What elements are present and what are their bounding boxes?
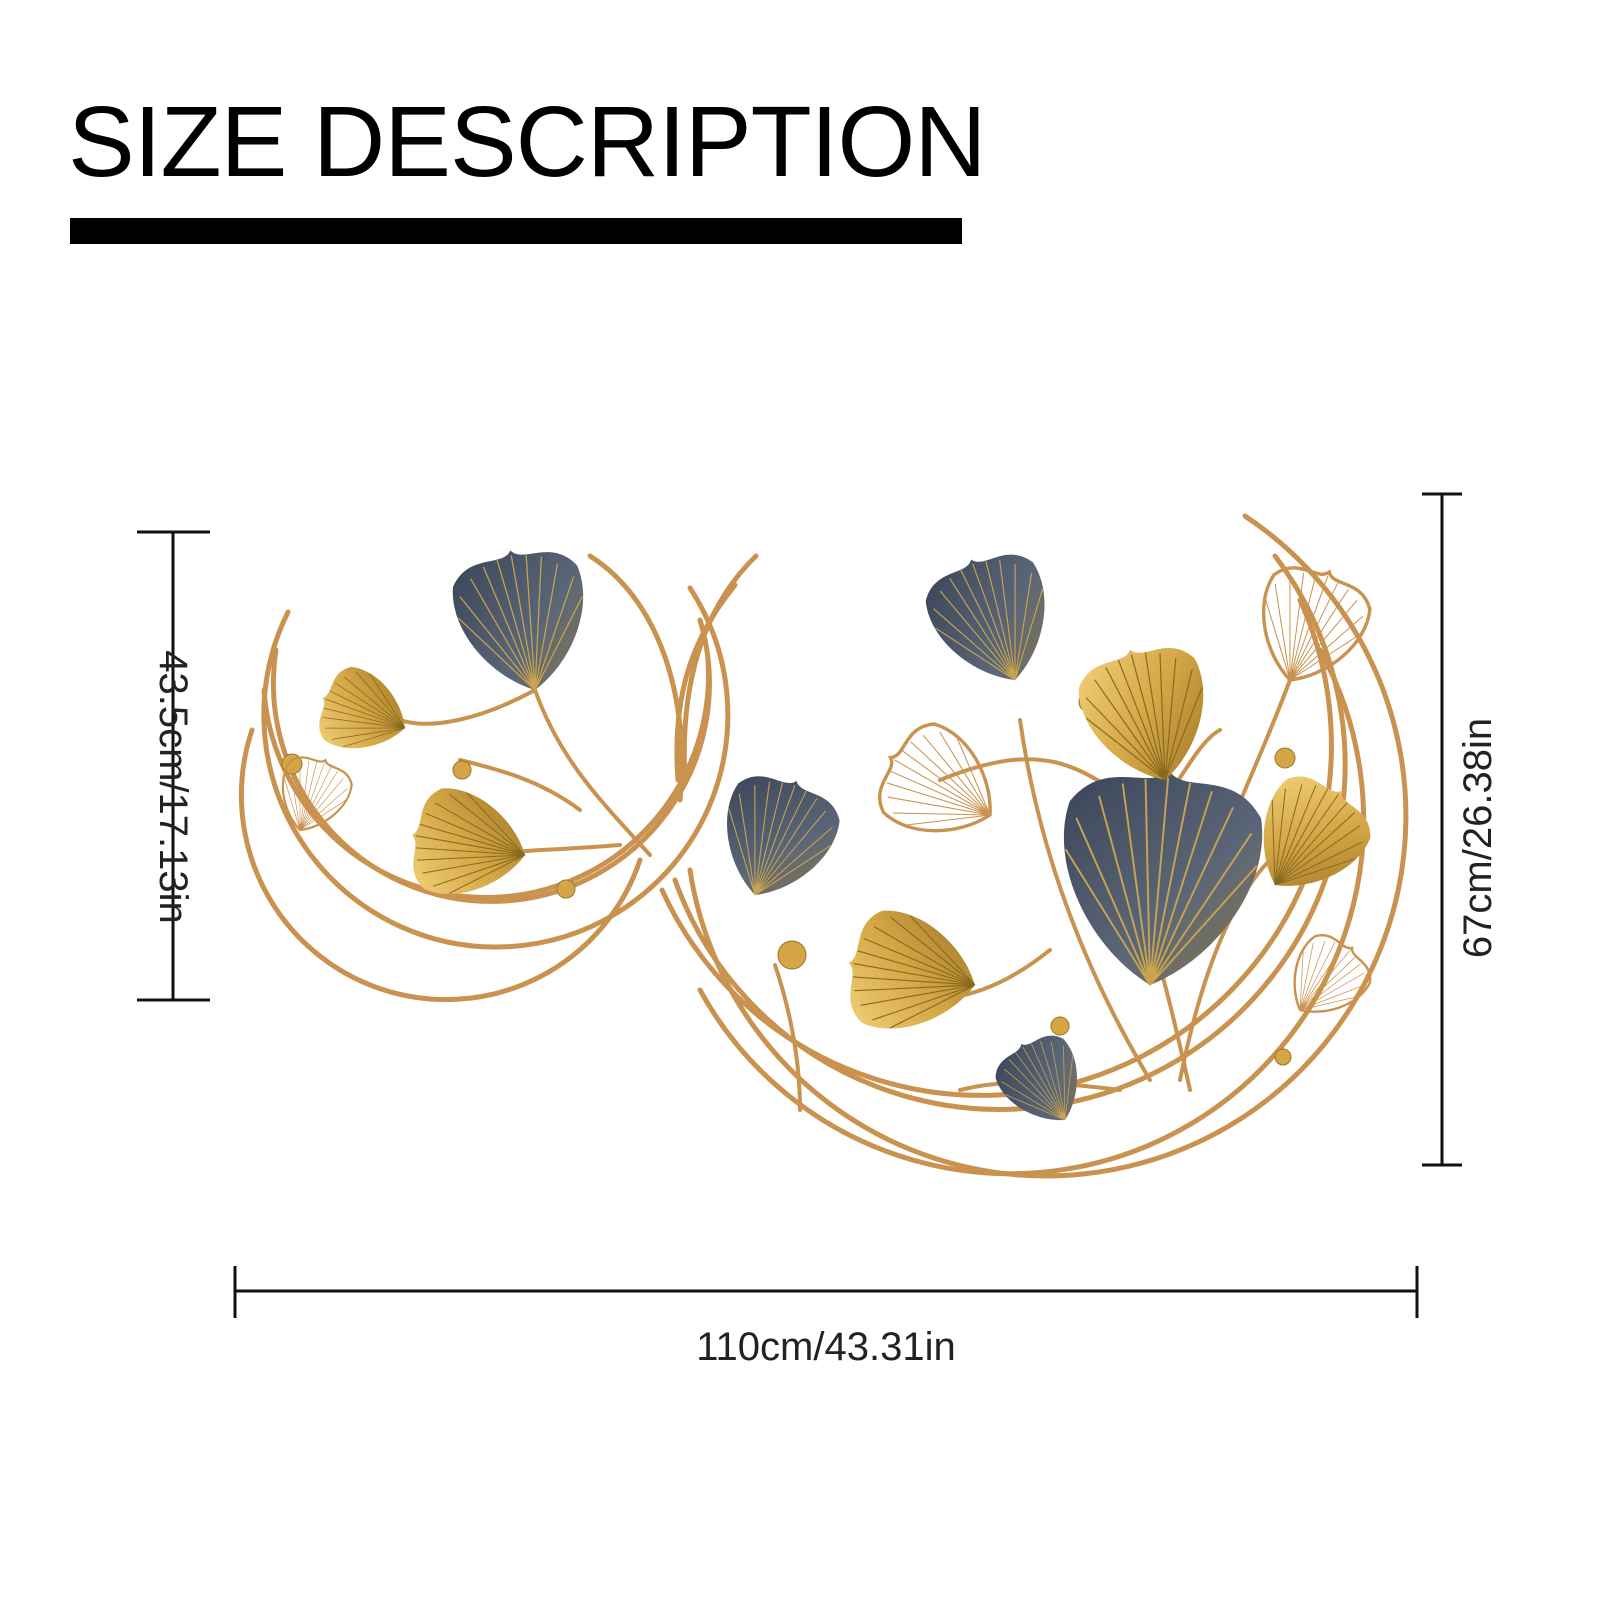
outline-leaf-2 xyxy=(862,710,1019,863)
slate-leaf-1 xyxy=(446,539,600,702)
slate-leaf-2 xyxy=(915,539,1071,701)
dimension-lines xyxy=(137,492,1462,1318)
right-height-label: 67cm/26.38in xyxy=(1456,717,1500,959)
left-height-label: 43.5cm/17.13in xyxy=(151,650,195,924)
width-label: 110cm/43.31in xyxy=(696,1325,956,1369)
page-title: SIZE DESCRIPTION xyxy=(68,86,986,198)
title-underline xyxy=(70,218,962,244)
gold-leaf-3 xyxy=(1070,633,1225,797)
slate-leaf-3 xyxy=(702,761,849,915)
gold-balls xyxy=(281,691,1296,1066)
ginkgo-leaves xyxy=(266,539,1384,1141)
gold-leaf-4 xyxy=(838,904,986,1043)
slate-leaf-large xyxy=(1051,761,1268,995)
outline-leaf-3 xyxy=(1238,552,1381,700)
gold-leaf-1 xyxy=(308,660,419,766)
